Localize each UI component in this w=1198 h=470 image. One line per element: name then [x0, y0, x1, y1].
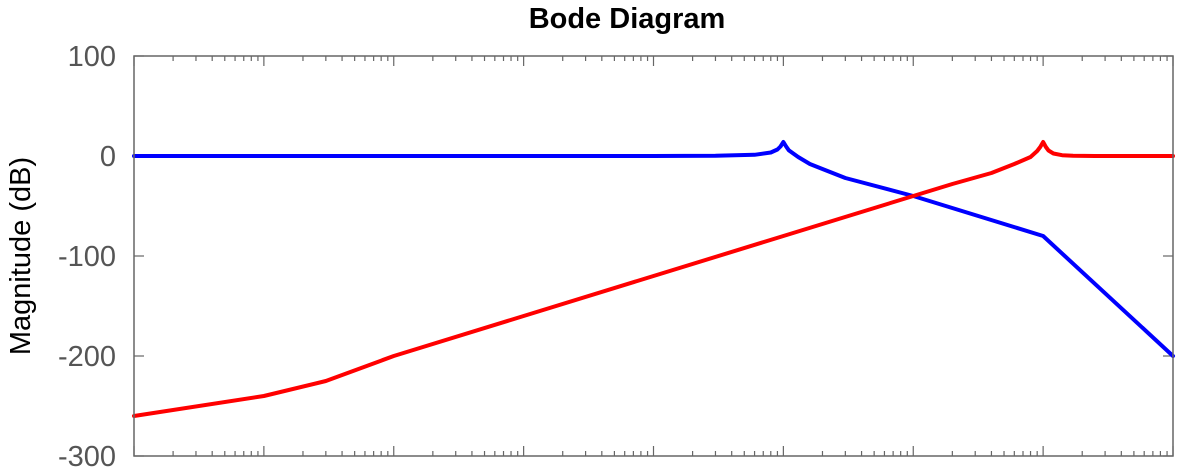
series-line-2 [132, 140, 1175, 418]
y-tick-labels: 100 0 -100 -200 -300 [58, 41, 116, 470]
plot-frame [133, 55, 1174, 457]
axis-ticks [133, 55, 1174, 457]
series-line-1 [132, 140, 1175, 358]
y-tick-label: -300 [58, 441, 116, 470]
y-tick-label: -100 [58, 241, 116, 273]
y-axis-label: Magnitude (dB) [5, 157, 37, 355]
series-lines [132, 140, 1175, 418]
y-tick-label: 0 [100, 141, 116, 173]
y-tick-label: -200 [58, 341, 116, 373]
chart-title: Bode Diagram [529, 3, 726, 35]
y-tick-label: 100 [68, 41, 116, 73]
